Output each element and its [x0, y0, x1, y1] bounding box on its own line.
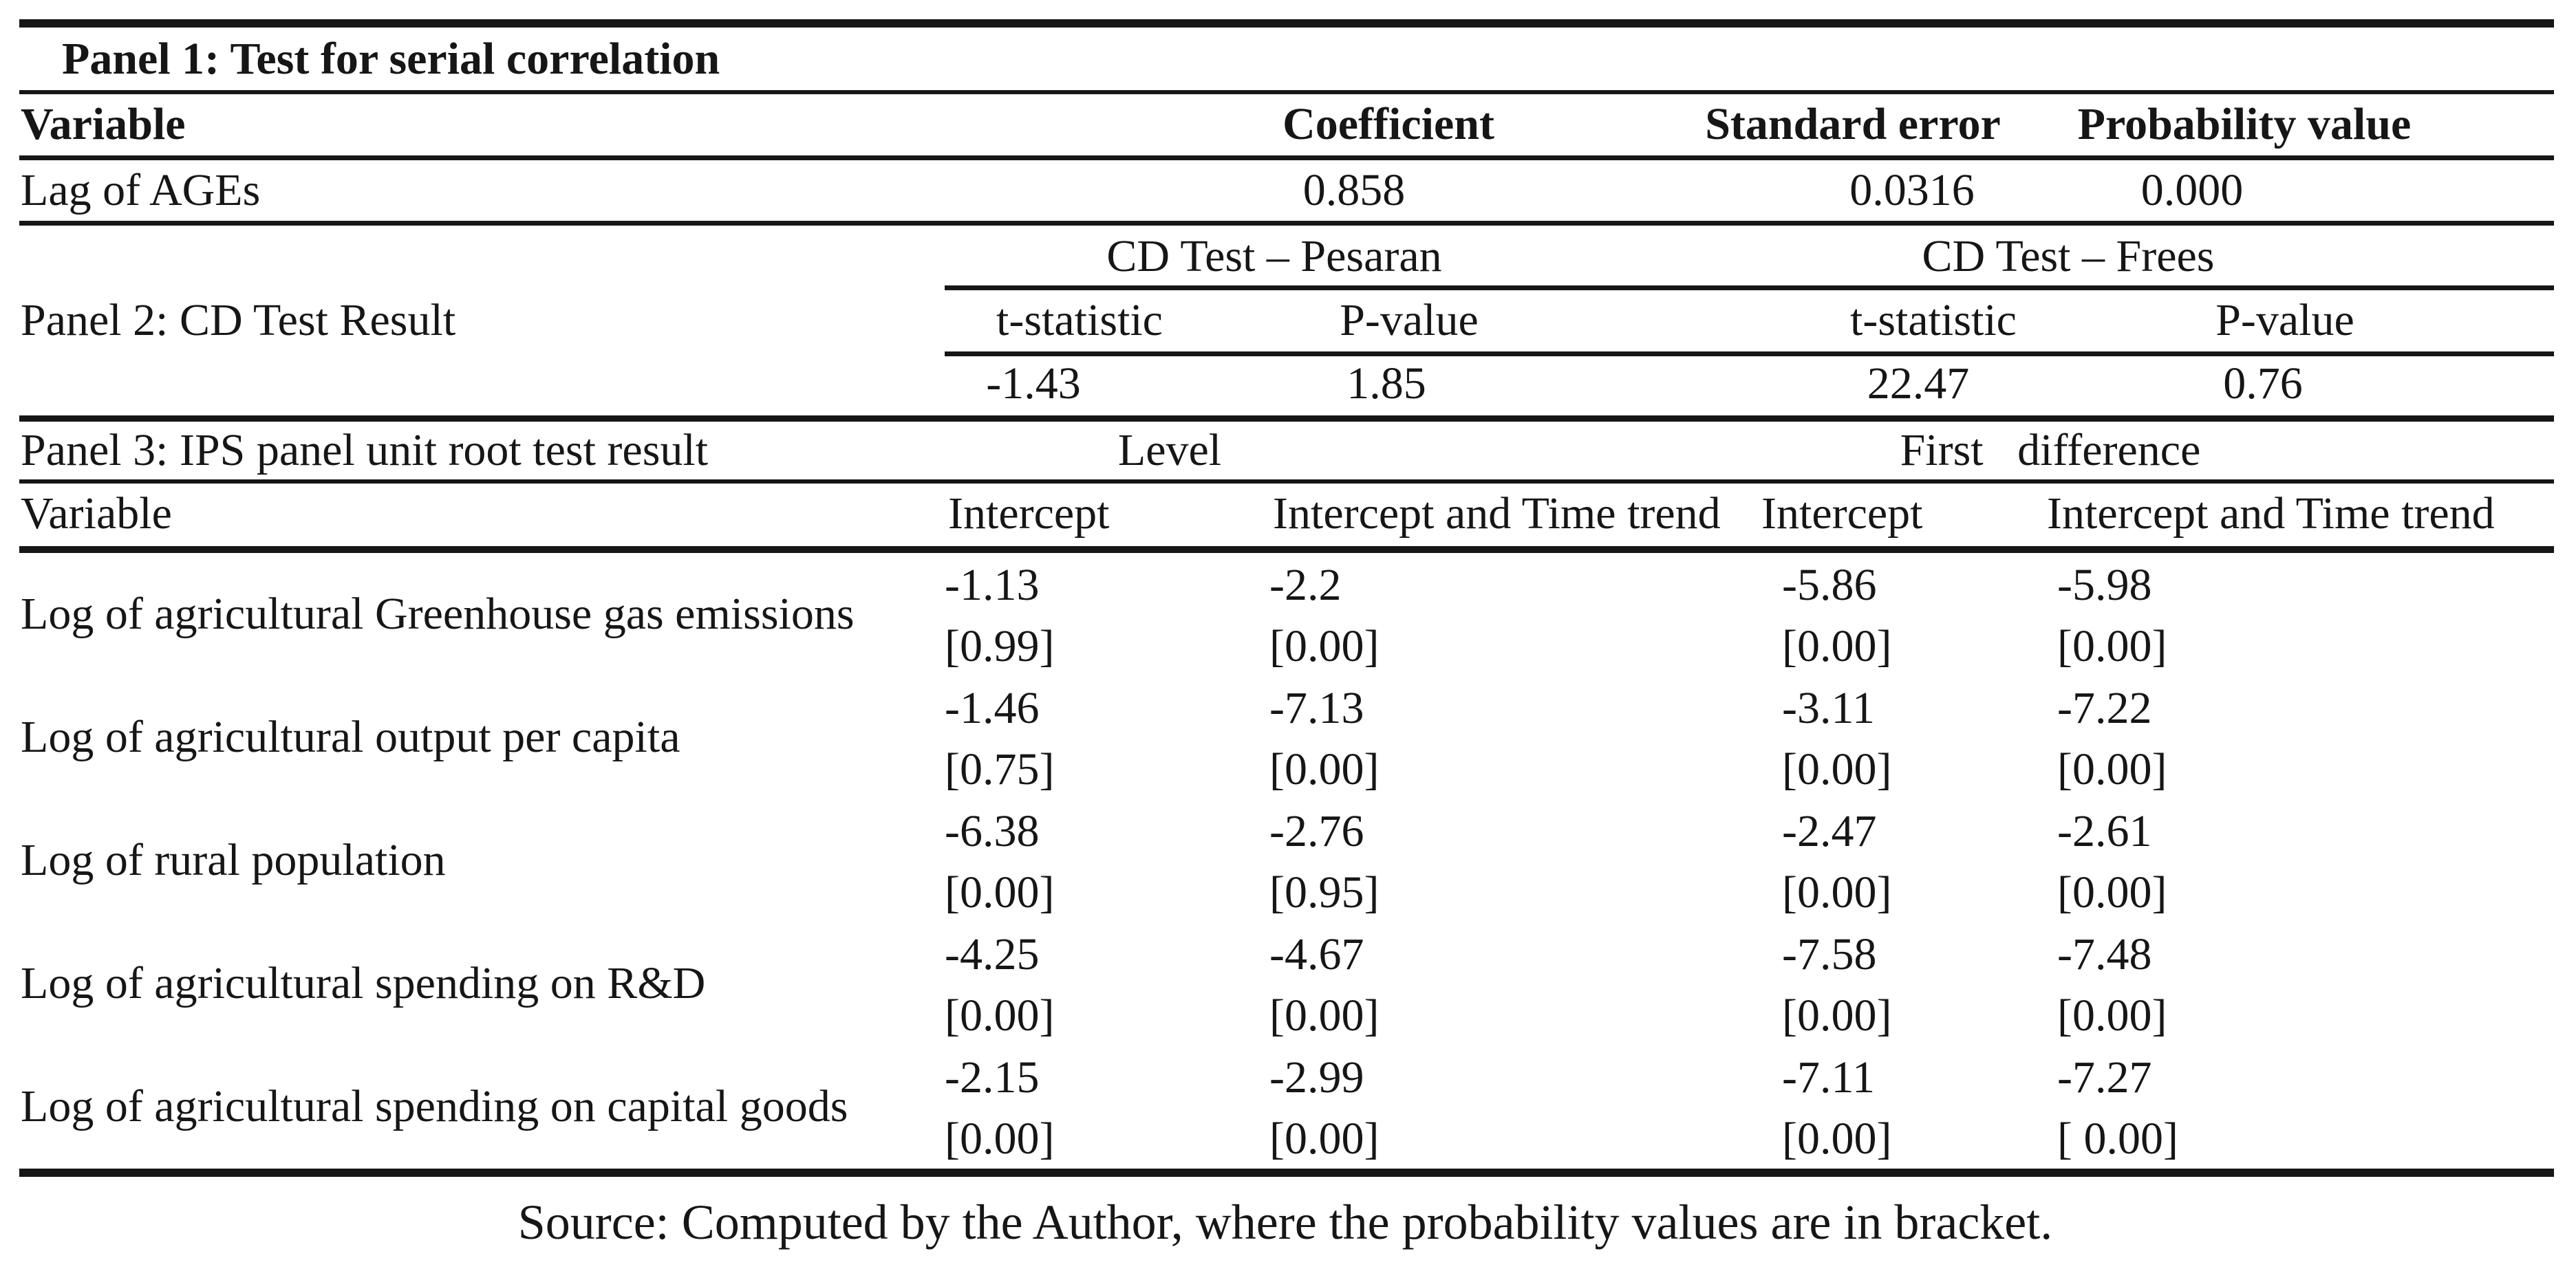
cell-prob: [0.00]	[1269, 621, 1380, 671]
cell-value: -5.98	[2057, 560, 2152, 610]
panel1-row-coefficient: 0.858	[1302, 165, 1406, 215]
panel2-title: Panel 2: CD Test Result	[21, 295, 456, 345]
rule-bottom	[19, 1169, 2554, 1177]
panel2-subheader-pvalue-pesaran: P-value	[1340, 295, 1479, 345]
cell-value: -7.22	[2057, 683, 2152, 733]
row-variable: Log of agricultural Greenhouse gas emiss…	[21, 589, 855, 639]
cell-value: -3.11	[1782, 683, 1876, 733]
panel2-subheader-tstat-frees: t-statistic	[1850, 295, 2017, 345]
panel3-header-intercept-trend-diff: Intercept and Time trend	[2047, 488, 2495, 539]
rule-under-panel3-headers	[19, 546, 2554, 553]
cell-prob: [0.00]	[945, 1114, 1055, 1164]
cell-prob: [0.00]	[1782, 867, 1892, 918]
rule-under-panel1-headers	[19, 155, 2554, 160]
cell-prob: [0.95]	[1269, 867, 1380, 918]
cell-value: -5.86	[1782, 560, 1877, 610]
cell-prob: [0.00]	[2057, 990, 2167, 1041]
cell-prob: [0.00]	[2057, 744, 2167, 794]
cell-prob: [0.75]	[945, 744, 1055, 794]
rule-under-panel1-row	[19, 221, 2554, 226]
panel2-subheader-tstat-pesaran: t-statistic	[996, 295, 1163, 345]
cell-value: -2.2	[1269, 560, 1342, 610]
cell-prob: [0.00]	[2057, 867, 2167, 918]
cell-prob: [0.99]	[945, 621, 1055, 671]
cell-prob: [0.00]	[1269, 744, 1380, 794]
cell-prob: [0.00]	[945, 867, 1055, 918]
panel3-header-intercept-trend-level: Intercept and Time trend	[1273, 488, 1721, 539]
cell-prob: [0.00]	[1782, 744, 1892, 794]
row-variable: Log of agricultural output per capita	[21, 712, 680, 762]
rule-top	[19, 19, 2554, 28]
panel1-header-probability-value: Probability value	[2077, 99, 2412, 149]
panel2-value-tstat-frees: 22.47	[1867, 358, 1970, 409]
cell-value: -1.13	[945, 560, 1040, 610]
cell-value: -4.67	[1269, 929, 1364, 979]
panel2-group-frees: CD Test – Frees	[1922, 231, 2215, 281]
rule-under-cd-subheaders	[945, 351, 2554, 356]
cell-prob: [0.00]	[1782, 990, 1892, 1041]
panel1-row-variable: Lag of AGEs	[21, 165, 261, 215]
cell-prob: [0.00]	[1782, 1114, 1892, 1164]
panel2-value-tstat-pesaran: -1.43	[986, 358, 1081, 409]
cell-value: -2.99	[1269, 1052, 1364, 1103]
panel3-title: Panel 3: IPS panel unit root test result	[21, 425, 709, 475]
cell-value: -7.58	[1782, 929, 1877, 979]
cell-value: -2.76	[1269, 806, 1364, 856]
rule-under-panel2	[19, 415, 2554, 422]
cell-prob: [0.00]	[1269, 1114, 1380, 1164]
row-variable: Log of rural population	[21, 835, 446, 885]
panel1-row-standard-error: 0.0316	[1849, 165, 1975, 215]
cell-value: -7.48	[2057, 929, 2152, 979]
panel3-header-intercept-diff: Intercept	[1761, 488, 1923, 539]
source-note: Source: Computed by the Author, where th…	[517, 1195, 2053, 1250]
cell-value: -7.13	[1269, 683, 1364, 733]
rule-under-panel1-title	[19, 90, 2554, 94]
rule-under-panel3-title	[19, 479, 2554, 484]
panel3-level-label: Level	[1117, 425, 1222, 475]
panel3-header-intercept-level: Intercept	[948, 488, 1110, 539]
cell-prob: [ 0.00]	[2057, 1114, 2178, 1164]
cell-prob: [0.00]	[1782, 621, 1892, 671]
cell-value: -7.11	[1782, 1052, 1876, 1103]
panel1-header-variable: Variable	[21, 99, 186, 149]
panel2-value-pvalue-frees: 0.76	[2223, 358, 2303, 409]
rule-under-cd-groups	[945, 285, 2554, 290]
panel2-value-pvalue-pesaran: 1.85	[1346, 358, 1426, 409]
cell-value: -6.38	[945, 806, 1040, 856]
row-variable: Log of agricultural spending on R&D	[21, 958, 706, 1008]
cell-value: -1.46	[945, 683, 1040, 733]
cell-prob: [0.00]	[2057, 621, 2167, 671]
cell-value: -2.47	[1782, 806, 1877, 856]
row-variable: Log of agricultural spending on capital …	[21, 1081, 848, 1131]
panel1-row-probability-value: 0.000	[2140, 165, 2244, 215]
cell-value: -2.61	[2057, 806, 2152, 856]
cell-value: -7.27	[2057, 1052, 2152, 1103]
cell-value: -2.15	[945, 1052, 1040, 1103]
cell-prob: [0.00]	[1269, 990, 1380, 1041]
panel3-first-difference-label: First difference	[1900, 425, 2201, 475]
panel1-title: Panel 1: Test for serial correlation	[62, 34, 720, 84]
panel2-group-pesaran: CD Test – Pesaran	[1106, 231, 1442, 281]
cell-value: -4.25	[945, 929, 1040, 979]
panel1-header-standard-error: Standard error	[1705, 99, 2001, 149]
panel3-header-variable: Variable	[21, 488, 172, 539]
cell-prob: [0.00]	[945, 990, 1055, 1041]
panel2-subheader-pvalue-frees: P-value	[2215, 295, 2354, 345]
panel1-header-coefficient: Coefficient	[1282, 99, 1494, 149]
